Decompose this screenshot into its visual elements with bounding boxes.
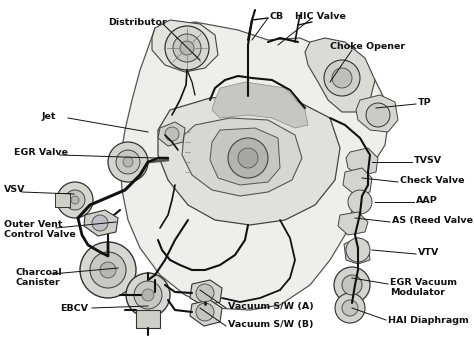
Circle shape: [366, 103, 390, 127]
Polygon shape: [190, 300, 222, 326]
Circle shape: [238, 148, 258, 168]
Text: TP: TP: [418, 98, 432, 107]
Circle shape: [116, 150, 140, 174]
Text: VSV: VSV: [4, 185, 26, 194]
Polygon shape: [305, 38, 375, 112]
Circle shape: [332, 68, 352, 88]
Polygon shape: [344, 238, 370, 264]
Polygon shape: [356, 95, 398, 132]
Circle shape: [335, 293, 365, 323]
Text: Choke Opener: Choke Opener: [330, 42, 405, 51]
Circle shape: [108, 142, 148, 182]
Circle shape: [196, 303, 214, 321]
Circle shape: [134, 281, 162, 309]
Text: Check Valve: Check Valve: [400, 176, 465, 185]
Text: Distributor: Distributor: [108, 18, 167, 27]
Circle shape: [92, 215, 108, 231]
Circle shape: [342, 275, 362, 295]
Polygon shape: [343, 168, 372, 195]
Text: Outer Vent
Control Valve: Outer Vent Control Valve: [4, 220, 76, 239]
Circle shape: [165, 127, 179, 141]
Circle shape: [165, 26, 209, 70]
Polygon shape: [158, 122, 185, 146]
Circle shape: [342, 300, 358, 316]
Circle shape: [71, 196, 79, 204]
Circle shape: [126, 273, 170, 317]
Polygon shape: [212, 82, 308, 128]
Text: AS (Reed Valve): AS (Reed Valve): [392, 216, 474, 225]
Text: EGR Valve: EGR Valve: [14, 148, 68, 157]
Polygon shape: [346, 148, 378, 176]
Polygon shape: [158, 95, 340, 225]
Bar: [55, 193, 70, 207]
Circle shape: [100, 262, 116, 278]
Circle shape: [348, 190, 372, 214]
Text: Vacuum S/W (B): Vacuum S/W (B): [228, 320, 313, 329]
Text: TVSV: TVSV: [414, 156, 442, 165]
Polygon shape: [338, 212, 368, 235]
Text: Vacuum S/W (A): Vacuum S/W (A): [228, 302, 314, 311]
Text: HIC Valve: HIC Valve: [295, 12, 346, 21]
Circle shape: [173, 34, 201, 62]
Text: CB: CB: [270, 12, 284, 21]
Polygon shape: [152, 20, 218, 72]
Circle shape: [324, 60, 360, 96]
Text: EGR Vacuum
Modulator: EGR Vacuum Modulator: [390, 278, 457, 298]
Circle shape: [80, 242, 136, 298]
Polygon shape: [210, 128, 280, 185]
Bar: [136, 310, 160, 328]
Circle shape: [180, 41, 194, 55]
Circle shape: [142, 289, 154, 301]
Text: EBCV: EBCV: [60, 304, 88, 313]
Circle shape: [65, 190, 85, 210]
Text: Jet: Jet: [42, 112, 56, 121]
Circle shape: [196, 284, 214, 302]
Circle shape: [90, 252, 126, 288]
Polygon shape: [84, 210, 118, 236]
Text: HAI Diaphragm: HAI Diaphragm: [388, 316, 469, 325]
Text: Charcoal
Canister: Charcoal Canister: [16, 268, 63, 287]
Circle shape: [346, 238, 370, 262]
Polygon shape: [120, 22, 390, 310]
Text: VTV: VTV: [418, 248, 439, 257]
Circle shape: [123, 157, 133, 167]
Polygon shape: [190, 280, 222, 306]
Circle shape: [57, 182, 93, 218]
Circle shape: [334, 267, 370, 303]
Polygon shape: [182, 118, 302, 196]
Circle shape: [228, 138, 268, 178]
Text: AAP: AAP: [416, 196, 438, 205]
